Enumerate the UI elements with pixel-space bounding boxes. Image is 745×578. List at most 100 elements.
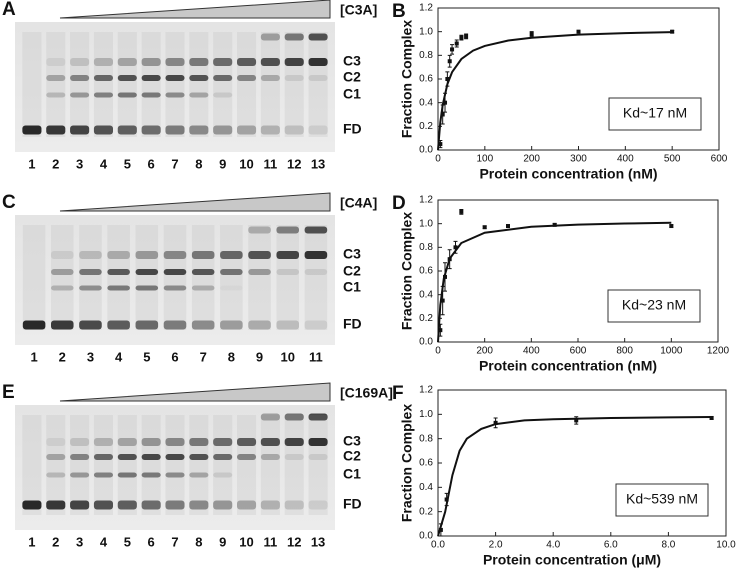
gel-band — [304, 320, 328, 330]
gel-band — [284, 500, 304, 510]
y-tick-label: 0.6 — [419, 74, 433, 85]
panel-letter: C — [2, 192, 16, 213]
lane-label: 3 — [76, 534, 83, 549]
gel-band — [260, 33, 280, 41]
lane-label: 13 — [311, 156, 325, 171]
y-tick-label: 0.0 — [419, 531, 433, 542]
data-point — [459, 35, 464, 40]
y-tick-label: 0.6 — [419, 458, 433, 469]
gel-band — [213, 75, 233, 81]
gel-band — [308, 500, 328, 510]
band-label: C3 — [343, 53, 361, 69]
lane-smear — [165, 32, 185, 137]
annotation-box — [608, 97, 702, 131]
lane-smear — [93, 415, 113, 515]
y-tick-label: 0.4 — [419, 289, 433, 300]
lane-smear — [308, 32, 328, 137]
gel-band — [308, 125, 328, 135]
x-axis-label: Protein concentration (μM) — [483, 552, 661, 568]
lane-smear — [237, 32, 257, 137]
lane-smear — [46, 415, 66, 515]
gel-band — [135, 320, 159, 330]
gel-band — [51, 251, 74, 259]
y-tick-label: 1.0 — [419, 409, 433, 420]
gel-band — [117, 454, 137, 460]
gel-band — [213, 454, 233, 460]
lane-label: 12 — [287, 156, 301, 171]
gel-band — [163, 251, 187, 259]
gel-band — [135, 251, 159, 259]
y-tick-label: 0.8 — [419, 242, 433, 253]
gel-band — [79, 251, 102, 259]
gel-band — [189, 92, 209, 98]
gel-band — [141, 454, 161, 460]
x-tick-label: 400 — [617, 154, 634, 165]
lane-smear — [79, 225, 102, 330]
gel-band — [260, 500, 280, 510]
data-point — [482, 225, 487, 230]
data-point — [576, 29, 581, 34]
data-point — [443, 100, 448, 105]
gel-band — [46, 92, 66, 98]
x-tick-label: 600 — [711, 154, 728, 165]
concentration-wedge — [59, 0, 331, 19]
data-point — [438, 527, 443, 532]
lane-label: 1 — [28, 156, 35, 171]
fit-curve — [437, 416, 712, 537]
lane-smear — [135, 225, 159, 330]
gel-band — [191, 269, 215, 275]
band-label: C2 — [343, 448, 361, 464]
gel-band — [165, 92, 185, 98]
lane-label: 12 — [287, 534, 301, 549]
gel-band — [70, 438, 90, 446]
gel-band — [260, 75, 280, 81]
gel-band — [284, 438, 304, 446]
gel-band — [141, 472, 161, 478]
lane-label: 10 — [280, 349, 294, 364]
data-point — [443, 274, 447, 279]
lane-smear — [70, 32, 90, 137]
lane-label: 2 — [52, 156, 59, 171]
y-tick-label: 0.2 — [419, 313, 433, 324]
gel-band — [93, 500, 113, 510]
lane-label: 9 — [219, 534, 226, 549]
data-point — [453, 245, 458, 250]
lane-smear — [93, 32, 113, 137]
gel-band — [51, 320, 74, 330]
lane-smear — [260, 415, 280, 515]
gel-band — [260, 58, 280, 66]
panel-letter: A — [2, 0, 16, 20]
gel-band — [237, 438, 257, 446]
x-axis-label: Protein concentration (nM) — [479, 358, 657, 374]
x-tick-label: 1000 — [660, 346, 683, 357]
gel-band — [22, 125, 42, 135]
gel-band — [93, 75, 113, 81]
gel-band — [308, 75, 328, 81]
gel-band — [220, 320, 243, 330]
gel-band — [189, 125, 209, 135]
gel-band — [191, 285, 215, 291]
lane-label: 2 — [59, 349, 66, 364]
x-tick-label: 4.0 — [546, 540, 560, 551]
gel-band — [237, 58, 257, 66]
concentration-label: [C169A] — [340, 385, 393, 401]
lane-smear — [237, 415, 257, 515]
x-tick-label: 600 — [570, 346, 587, 357]
lane-label: 10 — [239, 534, 253, 549]
lane-smear — [22, 415, 42, 515]
y-tick-label: 0.4 — [419, 97, 433, 108]
annotation: Kd~23 nM — [622, 297, 686, 313]
gel-band — [46, 454, 66, 460]
y-tick-label: 1.2 — [419, 3, 433, 14]
data-point — [438, 328, 443, 333]
data-point — [574, 418, 579, 423]
x-tick-label: 200 — [476, 346, 493, 357]
lane-smear — [189, 32, 209, 137]
gel-band — [220, 269, 243, 275]
gel-band — [135, 269, 159, 275]
gel-band — [93, 58, 113, 66]
lane-label: 9 — [256, 349, 263, 364]
gel-band — [163, 269, 187, 275]
lane-label: 6 — [148, 156, 155, 171]
x-tick-label: 200 — [523, 154, 540, 165]
